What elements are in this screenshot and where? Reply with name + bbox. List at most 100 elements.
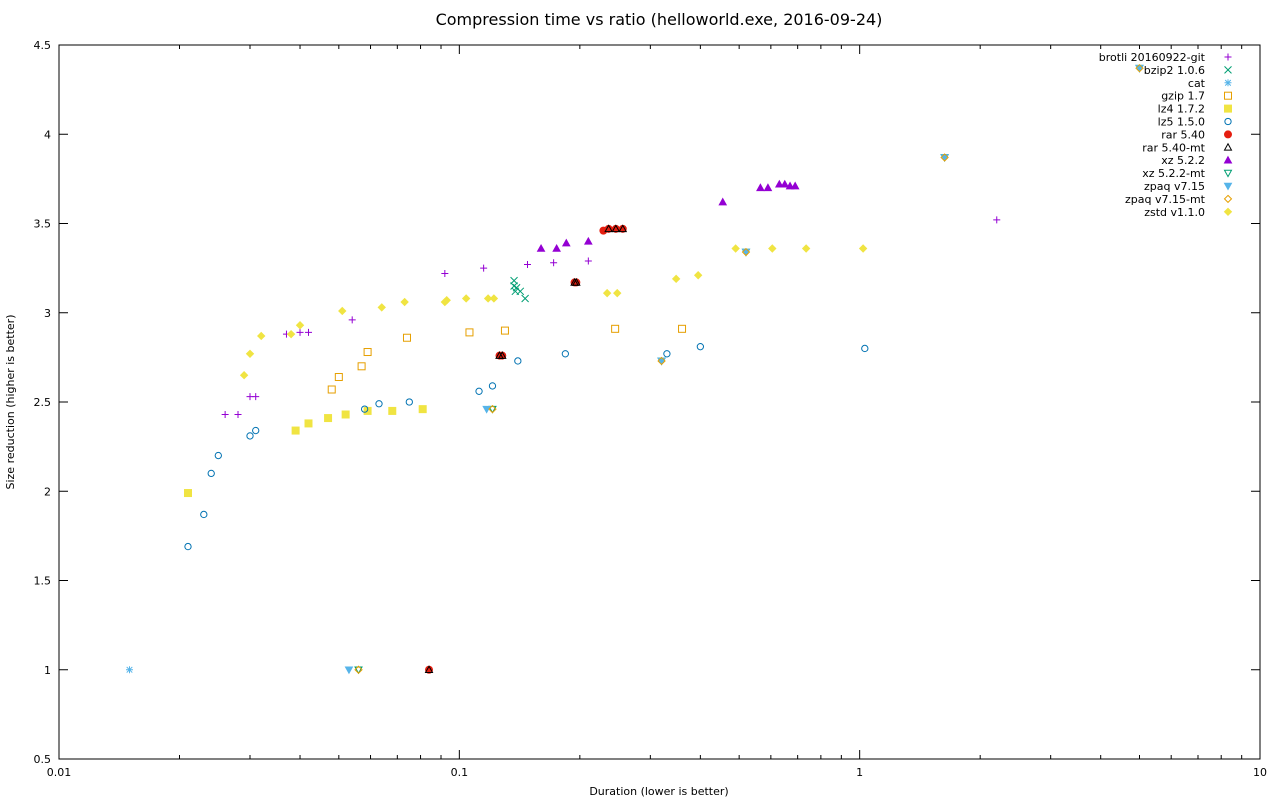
data-point [388,406,397,415]
data-point [611,224,621,233]
data-point [583,236,593,245]
y-axis: 0.5 1 1.5 2 2.5 3 3.5 4 4.5 [34,39,1260,766]
data-point [780,179,790,188]
data-point [584,257,592,265]
data-point [671,274,681,284]
data-point [497,351,507,359]
y-tick-label: 4 [44,128,51,141]
legend-marker [1223,155,1233,164]
data-point [348,316,356,324]
data-point [296,328,304,336]
data-point [286,329,296,339]
series-10 [344,64,1144,675]
series-6 [425,224,627,674]
data-point [252,426,260,435]
data-point [768,244,777,253]
series-5 [184,343,869,551]
data-point [785,181,795,190]
data-point [360,405,369,413]
series-11 [354,63,1144,674]
series-12 [239,244,868,380]
legend-marker [1224,66,1232,74]
data-point [696,343,705,351]
data-point [377,303,386,312]
data-point [663,350,671,358]
data-point [774,179,784,188]
legend-label: bzip2 1.0.6 [1144,64,1205,77]
data-point [402,333,411,342]
y-tick-label: 2.5 [34,396,52,409]
data-point [993,216,1001,224]
legend-marker [1223,182,1233,191]
data-point [516,287,525,296]
data-point [678,324,687,333]
data-point [561,350,569,358]
data-point [375,400,383,408]
data-point [657,356,666,366]
data-point [482,405,491,414]
series-7 [424,224,628,674]
data-point [602,288,612,298]
x-tick-label: 10 [1253,766,1267,779]
data-point [552,243,561,252]
data-point [1135,63,1144,73]
data-point [536,243,546,252]
data-point [790,181,800,190]
series-9 [354,64,1144,675]
data-point [611,324,620,333]
data-point [489,294,499,303]
data-point [338,306,347,316]
data-point [483,294,493,303]
y-tick-label: 2 [44,485,51,498]
y-tick-label: 3.5 [34,218,52,231]
legend-label: xz 5.2.2-mt [1142,167,1205,180]
data-point [183,489,192,498]
data-point [488,382,497,390]
x-tick-label: 0.1 [451,766,469,779]
data-point [363,348,372,357]
legend-label: cat [1188,77,1206,90]
y-tick-label: 4.5 [34,39,52,52]
legend-label: zstd v1.1.0 [1144,206,1205,219]
data-point [741,247,751,257]
data-point [239,371,249,380]
x-tick-label: 1 [856,766,863,779]
data-point [693,271,703,280]
data-point [940,153,949,162]
legend-marker [1223,169,1233,178]
data-point [475,387,483,395]
legend-label: lz5 1.5.0 [1158,116,1205,129]
data-point [334,373,343,382]
y-tick-label: 0.5 [34,753,52,766]
legend-label: rar 5.40-mt [1142,141,1205,154]
series-1 [510,276,529,303]
y-axis-label: Size reduction (higher is better) [4,315,17,490]
data-point [618,224,628,233]
series-3 [327,324,687,394]
data-point [801,244,811,253]
data-point [252,393,260,401]
plot-frame [58,44,1261,760]
legend-label: brotli 20160922-git [1099,51,1206,64]
data-point [207,469,215,478]
data-point [344,666,354,675]
data-point [571,277,581,286]
data-point [200,510,208,519]
data-point [291,426,300,435]
data-point [442,296,451,305]
data-point [480,264,488,272]
legend-marker [1224,91,1232,100]
legend-marker [1224,104,1232,113]
legend-label: xz 5.2.2 [1161,154,1205,167]
data-point [858,244,868,253]
data-point [488,404,497,414]
data-point [257,331,266,341]
data-point [214,451,222,460]
data-point [418,405,427,414]
legend-label: zpaq v7.15 [1144,180,1205,193]
data-point [514,357,522,365]
series-2 [125,666,133,674]
